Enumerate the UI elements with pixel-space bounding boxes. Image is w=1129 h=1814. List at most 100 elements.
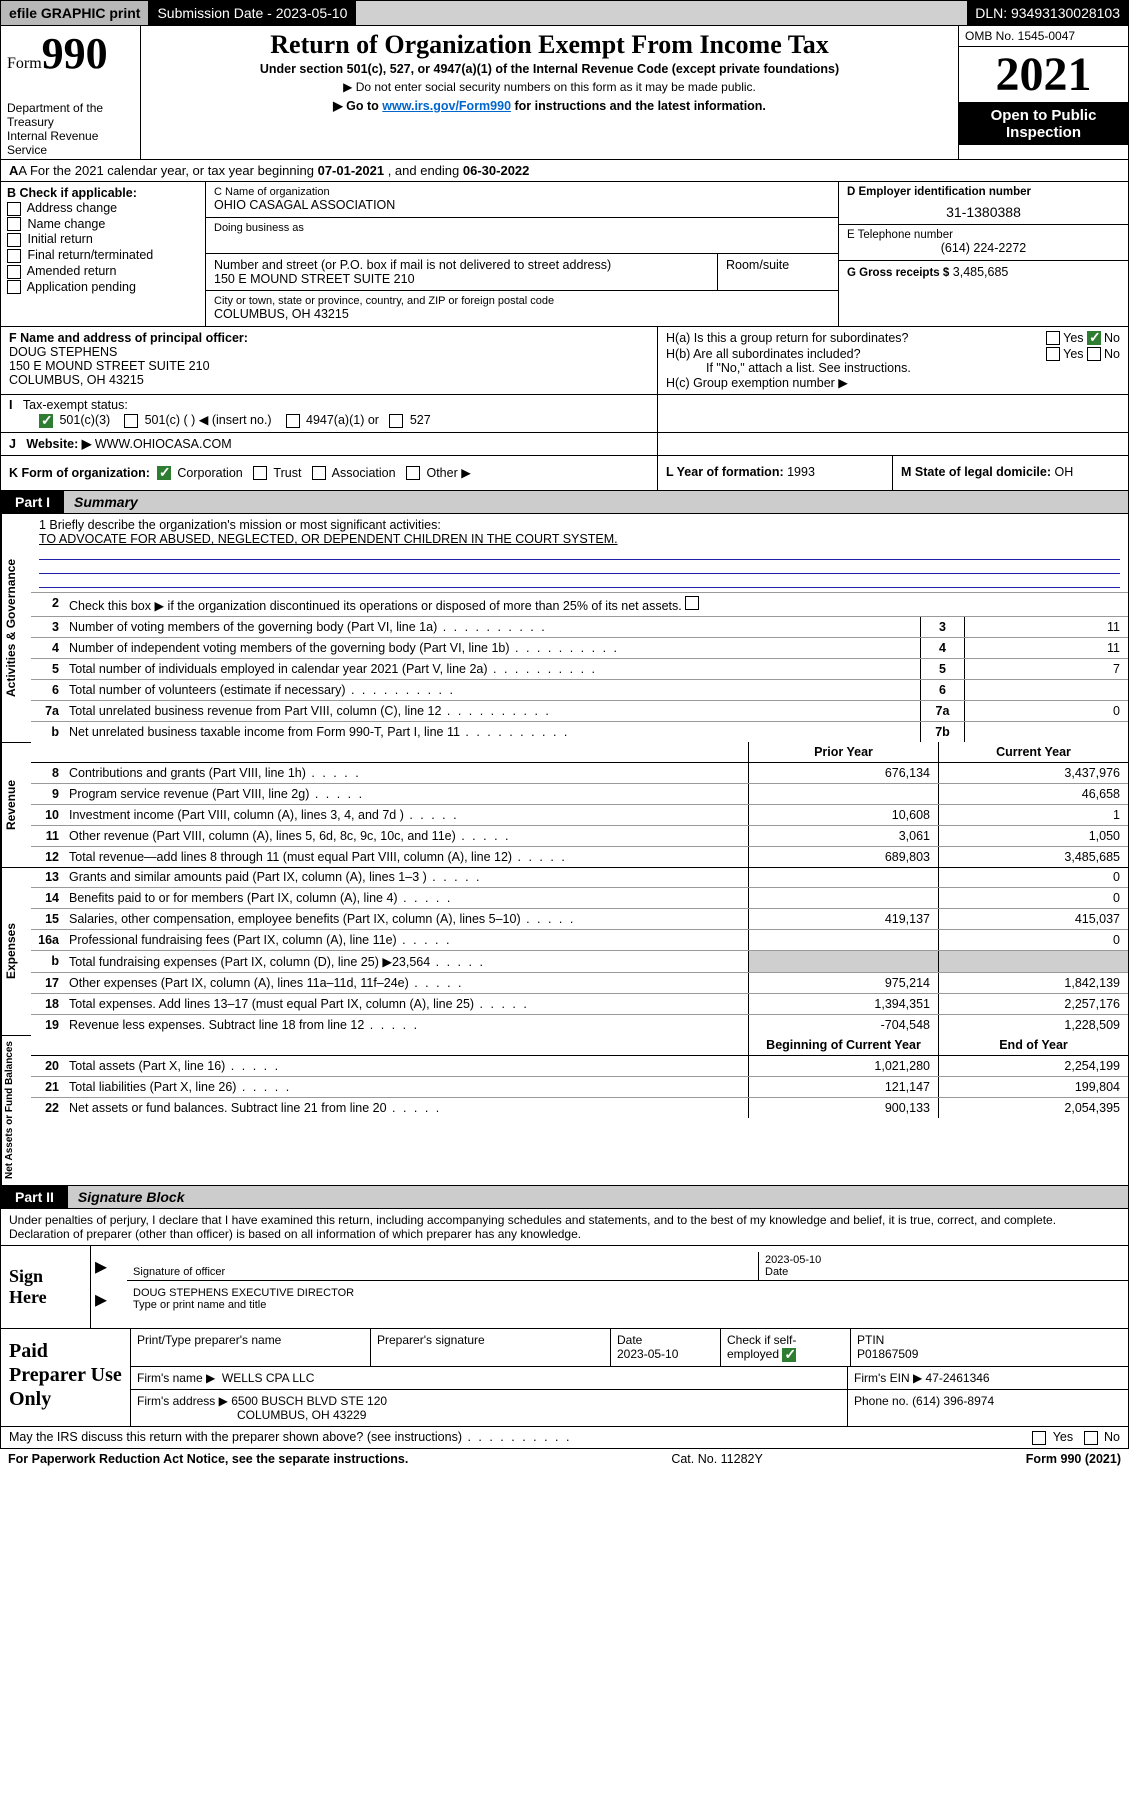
b-label: B Check if applicable: xyxy=(7,186,137,200)
city-label: City or town, state or province, country… xyxy=(214,295,830,307)
summary-line: 12Total revenue—add lines 8 through 11 (… xyxy=(31,847,1128,867)
hdr-prior-year: Prior Year xyxy=(748,742,938,762)
prep-sig-label: Preparer's signature xyxy=(371,1329,611,1366)
i-501c-checkbox[interactable] xyxy=(124,414,138,428)
i-4947-checkbox[interactable] xyxy=(286,414,300,428)
firm-name: WELLS CPA LLC xyxy=(222,1371,314,1385)
discuss-yes-checkbox[interactable] xyxy=(1032,1431,1046,1445)
hdr-begin-year: Beginning of Current Year xyxy=(748,1035,938,1055)
org-city: COLUMBUS, OH 43215 xyxy=(214,307,830,321)
form-subtitle: Under section 501(c), 527, or 4947(a)(1)… xyxy=(149,62,950,76)
col-c: C Name of organization OHIO CASAGAL ASSO… xyxy=(206,182,838,326)
block-bcdeg: B Check if applicable: Address change Na… xyxy=(0,182,1129,327)
irs-link[interactable]: www.irs.gov/Form990 xyxy=(382,99,511,113)
briefly-label: 1 Briefly describe the organization's mi… xyxy=(39,518,1120,532)
ptin: P01867509 xyxy=(857,1347,918,1361)
ha-yes-checkbox[interactable] xyxy=(1046,331,1060,345)
summary-line: 9Program service revenue (Part VIII, lin… xyxy=(31,784,1128,805)
k-trust-checkbox[interactable] xyxy=(253,466,267,480)
room-label: Room/suite xyxy=(726,258,830,272)
k-corp-checkbox[interactable] xyxy=(157,466,171,480)
penalties-text: Under penalties of perjury, I declare th… xyxy=(0,1209,1129,1246)
b-option: Initial return xyxy=(7,232,199,247)
ha-no-checkbox[interactable] xyxy=(1087,331,1101,345)
arrow-icon: ▸ xyxy=(95,1285,107,1314)
firm-phone: (614) 396-8974 xyxy=(912,1394,994,1408)
line2-checkbox[interactable] xyxy=(685,596,699,610)
prep-name-label: Print/Type preparer's name xyxy=(131,1329,371,1366)
k-assoc-checkbox[interactable] xyxy=(312,466,326,480)
summary-line: 14Benefits paid to or for members (Part … xyxy=(31,888,1128,909)
b-checkbox[interactable] xyxy=(7,233,21,247)
c-name-label: C Name of organization xyxy=(214,186,830,198)
footer: For Paperwork Reduction Act Notice, see … xyxy=(0,1449,1129,1469)
dept-treasury: Department of the Treasury Internal Reve… xyxy=(7,101,134,157)
b-option: Address change xyxy=(7,201,199,216)
summary-line: 3Number of voting members of the governi… xyxy=(31,617,1128,638)
summary-line: bNet unrelated business taxable income f… xyxy=(31,722,1128,742)
hb-yes-checkbox[interactable] xyxy=(1046,347,1060,361)
row-klm: K Form of organization: Corporation Trus… xyxy=(0,455,1129,492)
i-501c3-checkbox[interactable] xyxy=(39,414,53,428)
summary-line: 7aTotal unrelated business revenue from … xyxy=(31,701,1128,722)
summary-line: 4Number of independent voting members of… xyxy=(31,638,1128,659)
summary-line: 17Other expenses (Part IX, column (A), l… xyxy=(31,973,1128,994)
form-number: 990 xyxy=(42,29,108,78)
hdr-end-year: End of Year xyxy=(938,1035,1128,1055)
officer-name: DOUG STEPHENS xyxy=(9,345,117,359)
summary-line: 20Total assets (Part X, line 16)1,021,28… xyxy=(31,1056,1128,1077)
discuss-no-checkbox[interactable] xyxy=(1084,1431,1098,1445)
sidelabel-netassets: Net Assets or Fund Balances xyxy=(1,1035,31,1185)
part-ii-header: Part II Signature Block xyxy=(0,1185,1129,1209)
row-i: I Tax-exempt status: 501(c)(3) 501(c) ( … xyxy=(0,394,1129,433)
b-checkbox[interactable] xyxy=(7,202,21,216)
mission-text: TO ADVOCATE FOR ABUSED, NEGLECTED, OR DE… xyxy=(39,532,1120,546)
firm-addr2: COLUMBUS, OH 43229 xyxy=(237,1408,366,1422)
f-label: F Name and address of principal officer: xyxy=(9,331,248,345)
hb-no-checkbox[interactable] xyxy=(1087,347,1101,361)
form-header: Form990 Department of the Treasury Inter… xyxy=(0,26,1129,160)
addr-label: Number and street (or P.O. box if mail i… xyxy=(214,258,709,272)
org-name: OHIO CASAGAL ASSOCIATION xyxy=(214,198,830,212)
b-checkbox[interactable] xyxy=(7,249,21,263)
sidelabel-expenses: Expenses xyxy=(1,867,31,1035)
b-option: Application pending xyxy=(7,280,199,295)
b-option: Name change xyxy=(7,217,199,232)
omb-number: OMB No. 1545-0047 xyxy=(959,26,1128,47)
summary-line: 13Grants and similar amounts paid (Part … xyxy=(31,867,1128,888)
phone-label: E Telephone number xyxy=(847,229,1120,241)
summary-line: 5Total number of individuals employed in… xyxy=(31,659,1128,680)
hdr-current-year: Current Year xyxy=(938,742,1128,762)
b-checkbox[interactable] xyxy=(7,265,21,279)
gross-value: 3,485,685 xyxy=(953,265,1009,279)
sign-here-label: Sign Here xyxy=(1,1246,91,1328)
self-employed-checkbox[interactable] xyxy=(782,1348,796,1362)
paid-preparer-block: Paid Preparer Use Only Print/Type prepar… xyxy=(0,1329,1129,1427)
sidelabel-revenue: Revenue xyxy=(1,742,31,867)
i-527-checkbox[interactable] xyxy=(389,414,403,428)
b-checkbox[interactable] xyxy=(7,280,21,294)
form-note-1: ▶ Do not enter social security numbers o… xyxy=(149,80,950,94)
summary-expenses: Expenses 13Grants and similar amounts pa… xyxy=(0,867,1129,1036)
ein-value: 31-1380388 xyxy=(847,204,1120,220)
firm-addr1: 6500 BUSCH BLVD STE 120 xyxy=(231,1394,387,1408)
org-address: 150 E MOUND STREET SUITE 210 xyxy=(214,272,709,286)
i-label: Tax-exempt status: xyxy=(23,398,128,412)
b-checkbox[interactable] xyxy=(7,217,21,231)
website-value: WWW.OHIOCASA.COM xyxy=(95,437,232,451)
summary-line: 8Contributions and grants (Part VIII, li… xyxy=(31,763,1128,784)
row-fh: F Name and address of principal officer:… xyxy=(0,327,1129,395)
form-word: Form xyxy=(7,55,42,72)
ha-label: H(a) Is this a group return for subordin… xyxy=(666,331,1046,345)
sidelabel-governance: Activities & Governance xyxy=(1,514,31,742)
k-other-checkbox[interactable] xyxy=(406,466,420,480)
b-option: Amended return xyxy=(7,264,199,279)
b-option: Final return/terminated xyxy=(7,248,199,263)
hb-note: If "No," attach a list. See instructions… xyxy=(706,361,1120,375)
submission-date: Submission Date - 2023-05-10 xyxy=(149,1,356,25)
form-ref: Form 990 (2021) xyxy=(1026,1452,1121,1466)
k-label: K Form of organization: xyxy=(9,466,150,480)
efile-label: efile GRAPHIC print xyxy=(1,1,149,25)
summary-line: 15Salaries, other compensation, employee… xyxy=(31,909,1128,930)
summary-line: 6Total number of volunteers (estimate if… xyxy=(31,680,1128,701)
